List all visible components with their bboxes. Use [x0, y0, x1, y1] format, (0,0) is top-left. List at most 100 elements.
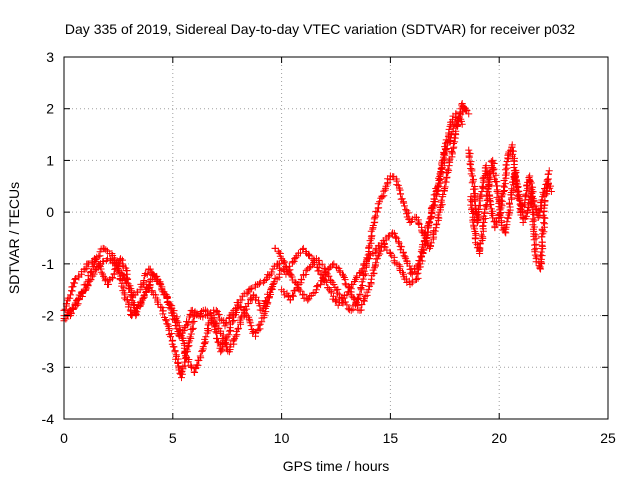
data-point — [184, 358, 192, 366]
y-tick-label: 0 — [46, 204, 54, 220]
data-point — [280, 259, 288, 267]
data-point — [244, 300, 252, 308]
data-point — [429, 202, 437, 210]
data-point — [533, 253, 541, 261]
data-point — [148, 287, 156, 295]
data-point — [146, 281, 154, 289]
data-point — [450, 134, 458, 142]
data-point — [394, 238, 402, 246]
data-point — [446, 122, 454, 130]
data-point — [435, 214, 443, 222]
data-point — [515, 196, 523, 204]
data-point — [538, 252, 546, 260]
data-point — [532, 244, 540, 252]
data-point — [506, 209, 514, 217]
data-point — [317, 270, 325, 278]
data-point — [442, 178, 450, 186]
data-point — [289, 292, 297, 300]
data-point — [123, 274, 131, 282]
data-point — [267, 285, 275, 293]
data-point — [309, 261, 317, 269]
data-point — [292, 254, 300, 262]
data-point — [175, 325, 183, 333]
data-point — [373, 208, 381, 216]
data-point — [537, 251, 545, 259]
data-point — [545, 167, 553, 175]
data-point — [527, 188, 535, 196]
data-point — [339, 272, 347, 280]
data-point — [482, 201, 490, 209]
data-point — [470, 192, 478, 200]
data-point — [286, 296, 294, 304]
series-track-f — [278, 100, 473, 314]
data-point — [330, 281, 338, 289]
data-point — [73, 301, 81, 309]
data-point — [167, 333, 175, 341]
data-point — [182, 322, 190, 330]
data-point — [174, 318, 182, 326]
data-point — [437, 196, 445, 204]
data-point — [331, 297, 339, 305]
data-point — [85, 260, 93, 268]
data-point — [441, 185, 449, 193]
data-point — [285, 267, 293, 275]
data-point — [87, 268, 95, 276]
data-point — [536, 263, 544, 271]
data-point — [493, 187, 501, 195]
data-point — [218, 346, 226, 354]
data-point — [506, 200, 514, 208]
data-point — [501, 166, 509, 174]
data-point — [517, 203, 525, 211]
data-point — [61, 305, 69, 313]
data-point — [390, 229, 398, 237]
data-point — [503, 164, 511, 172]
data-point — [396, 190, 404, 198]
data-point — [246, 319, 254, 327]
data-point — [514, 194, 522, 202]
data-point — [409, 277, 417, 285]
data-point — [130, 303, 138, 311]
data-point — [353, 296, 361, 304]
data-point — [350, 294, 358, 302]
data-point — [296, 287, 304, 295]
data-point — [204, 311, 212, 319]
data-point — [474, 210, 482, 218]
data-point — [528, 201, 536, 209]
data-point — [380, 187, 388, 195]
data-point — [234, 325, 242, 333]
data-point — [75, 295, 83, 303]
data-point — [531, 248, 539, 256]
data-point — [281, 258, 289, 266]
data-point — [418, 257, 426, 265]
data-point — [77, 288, 85, 296]
data-point — [441, 149, 449, 157]
data-point — [516, 204, 524, 212]
data-point — [184, 343, 192, 351]
data-point — [469, 177, 477, 185]
x-axis-label: GPS time / hours — [283, 458, 390, 474]
series-track-h — [466, 156, 553, 273]
data-point — [458, 120, 466, 128]
data-point — [219, 331, 227, 339]
data-point — [478, 182, 486, 190]
series-track-e — [273, 110, 466, 309]
data-point — [121, 294, 129, 302]
data-point — [140, 277, 148, 285]
data-point — [426, 218, 434, 226]
data-point — [341, 298, 349, 306]
data-point — [496, 211, 504, 219]
data-point — [441, 143, 449, 151]
axis-ticks: 0 5 10 15 20 25 -4 -3 -2 -1 0 1 2 3 — [42, 49, 616, 446]
data-point — [366, 237, 374, 245]
data-point — [157, 303, 165, 311]
x-tick-label: 15 — [383, 430, 399, 446]
data-point — [485, 178, 493, 186]
data-point — [137, 298, 145, 306]
data-point — [290, 287, 298, 295]
data-point — [243, 290, 251, 298]
data-point — [288, 273, 296, 281]
data-point — [115, 268, 123, 276]
data-point — [484, 192, 492, 200]
data-point — [287, 271, 295, 279]
data-point — [504, 151, 512, 159]
